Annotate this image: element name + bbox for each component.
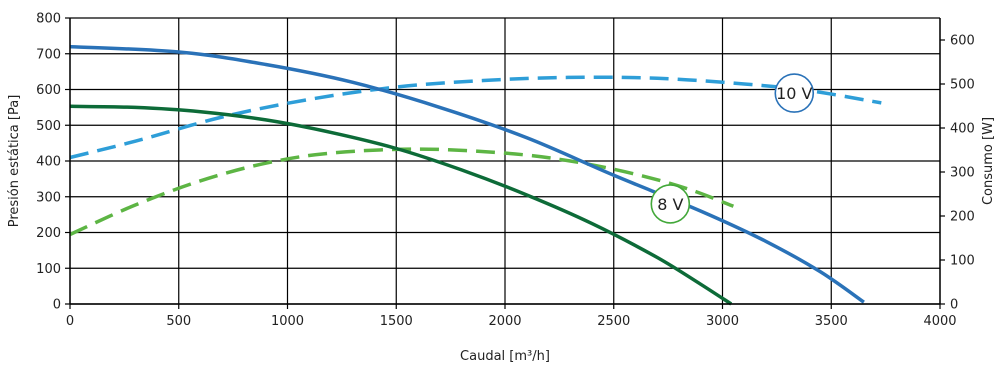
- series-line-pressure-8v: [70, 106, 731, 304]
- y-tick-left-label: 300: [36, 190, 61, 205]
- x-tick-label: 4000: [923, 314, 956, 329]
- grid: [70, 18, 940, 304]
- y-tick-left-label: 500: [36, 119, 61, 134]
- y-tick-left-label: 400: [36, 155, 61, 170]
- x-tick-label: 3500: [815, 314, 848, 329]
- y-tick-left-label: 100: [36, 262, 61, 277]
- x-tick-label: 1500: [380, 314, 413, 329]
- y-tick-right-label: 0: [950, 298, 958, 313]
- y-tick-left-label: 200: [36, 226, 61, 241]
- y-tick-right-label: 500: [950, 78, 975, 93]
- x-tick-label: 2500: [597, 314, 630, 329]
- x-tick-label: 0: [66, 314, 74, 329]
- x-tick-label: 3000: [706, 314, 739, 329]
- x-tick-label: 500: [166, 314, 191, 329]
- y-tick-left-label: 700: [36, 47, 61, 62]
- x-tick-label: 1000: [271, 314, 304, 329]
- y-tick-right-label: 600: [950, 34, 975, 49]
- series-badge-label: 8 V: [657, 195, 683, 214]
- annotations: 10 V 8 V: [651, 74, 813, 223]
- y-tick-left-label: 800: [36, 12, 61, 27]
- y-tick-right-label: 100: [950, 254, 975, 269]
- y-axis-right-title: Consumo [W]: [981, 117, 996, 205]
- series-line-consumption-8v: [70, 149, 733, 234]
- series-badge: 10 V: [775, 74, 813, 112]
- series-badge-label: 10 V: [776, 84, 812, 103]
- y-tick-right-label: 400: [950, 122, 975, 137]
- y-axis-left-title: Presión estática [Pa]: [7, 95, 22, 228]
- series-group: [70, 47, 881, 304]
- x-axis-title: Caudal [m³/h]: [460, 349, 550, 364]
- y-tick-right-label: 200: [950, 210, 975, 225]
- x-tick-label: 2000: [488, 314, 521, 329]
- series-badge: 8 V: [651, 185, 689, 223]
- y-tick-left-label: 0: [53, 298, 61, 313]
- y-tick-right-label: 300: [950, 166, 975, 181]
- y-tick-left-label: 600: [36, 83, 61, 98]
